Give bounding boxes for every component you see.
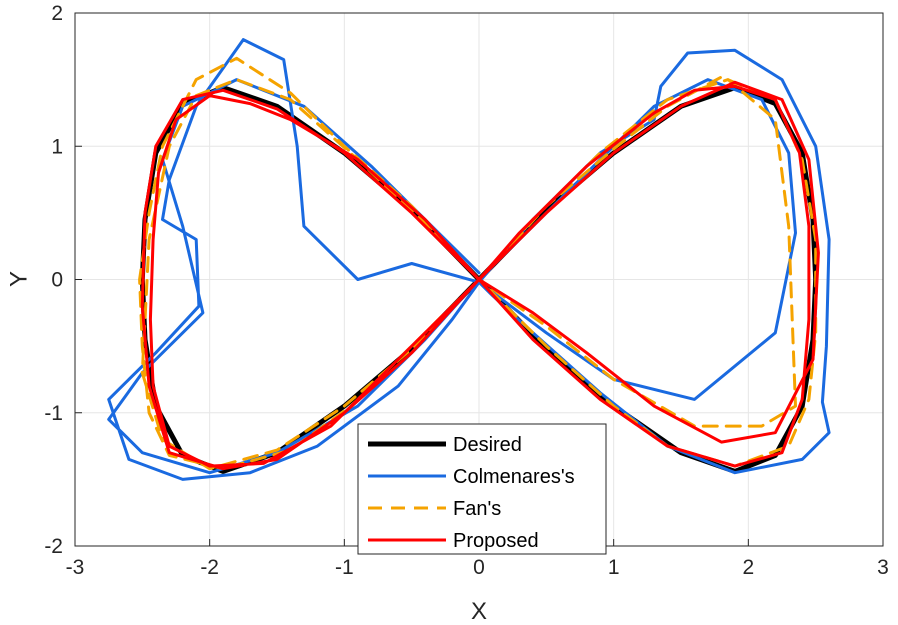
y-tick-label: 2 bbox=[51, 2, 63, 25]
legend-label: Proposed bbox=[453, 530, 539, 552]
y-tick-label: -2 bbox=[44, 535, 63, 558]
series-line-proposed bbox=[140, 80, 820, 471]
x-tick-label: -3 bbox=[66, 556, 85, 579]
x-tick-label: -1 bbox=[335, 556, 354, 579]
x-axis-label: X bbox=[471, 598, 487, 625]
legend-label: Fan's bbox=[453, 498, 501, 520]
y-tick-label: 0 bbox=[51, 269, 63, 292]
legend-label: Desired bbox=[453, 434, 522, 456]
y-tick-label: -1 bbox=[44, 402, 63, 425]
x-tick-label: -2 bbox=[200, 556, 219, 579]
y-axis-label: Y bbox=[5, 271, 32, 287]
x-tick-label: 1 bbox=[608, 556, 620, 579]
x-tick-label: 0 bbox=[473, 556, 485, 579]
x-tick-label: 3 bbox=[877, 556, 889, 579]
series-line-colmenares-s bbox=[107, 38, 831, 481]
y-tick-label: 1 bbox=[51, 135, 63, 158]
series-layer bbox=[107, 38, 831, 481]
x-tick-label: 2 bbox=[742, 556, 754, 579]
legend-label: Colmenares's bbox=[453, 466, 575, 488]
legend: Desired Colmenares's Fan's Proposed bbox=[357, 423, 607, 555]
